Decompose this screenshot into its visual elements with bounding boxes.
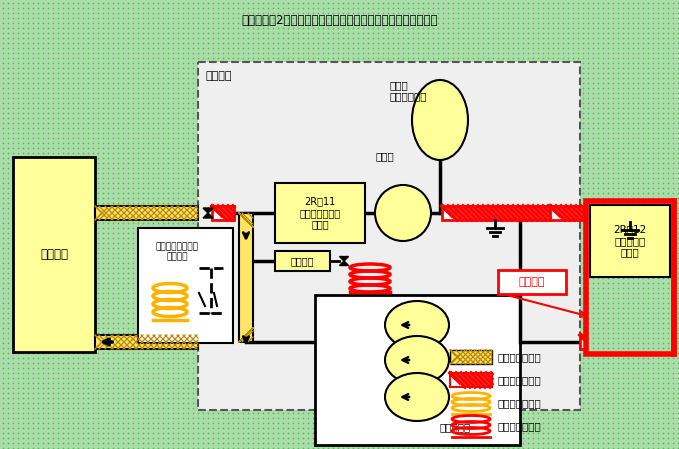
- Ellipse shape: [385, 301, 449, 349]
- Bar: [450, 373, 492, 387]
- Bar: [13, 157, 95, 352]
- Polygon shape: [203, 208, 213, 213]
- Text: サンプラ: サンプラ: [206, 71, 232, 81]
- Bar: [212, 206, 234, 220]
- Bar: [580, 335, 586, 349]
- Bar: [590, 205, 670, 277]
- Bar: [198, 62, 580, 410]
- Bar: [275, 183, 365, 243]
- Bar: [450, 350, 492, 364]
- Bar: [442, 206, 550, 220]
- Text: 格納容器: 格納容器: [40, 248, 68, 261]
- Text: 2R－12
ガスモニタ
検出器: 2R－12 ガスモニタ 検出器: [613, 224, 646, 258]
- Text: 既設ヒータ範囲: 既設ヒータ範囲: [498, 375, 542, 385]
- Bar: [550, 206, 586, 220]
- Ellipse shape: [375, 185, 431, 241]
- Bar: [315, 295, 520, 445]
- Text: フィルタ: フィルタ: [291, 256, 314, 266]
- Bar: [239, 213, 253, 342]
- Bar: [586, 201, 674, 354]
- Bar: [138, 228, 233, 343]
- Text: 当該箇所: 当該箇所: [519, 277, 545, 287]
- Text: 新設盤内ヒータ: 新設盤内ヒータ: [498, 398, 542, 408]
- Text: 伊方発電所2号機　格納容器じんあい・ガスモニタ概略系統図: 伊方発電所2号機 格納容器じんあい・ガスモニタ概略系統図: [242, 14, 438, 27]
- Ellipse shape: [385, 373, 449, 421]
- Text: 2R－11
じんあいモニタ
検出器: 2R－11 じんあいモニタ 検出器: [299, 196, 341, 229]
- Polygon shape: [203, 213, 213, 218]
- Text: 既設盤内ヒータ: 既設盤内ヒータ: [498, 421, 542, 431]
- Text: ヨウ素トリチウム
サンプラ: ヨウ素トリチウム サンプラ: [156, 242, 199, 261]
- Bar: [498, 270, 566, 294]
- Ellipse shape: [385, 336, 449, 384]
- Bar: [275, 251, 330, 271]
- Text: 新設ヒータ範囲: 新設ヒータ範囲: [498, 352, 542, 362]
- Text: 真空計
真空スイッチ: 真空計 真空スイッチ: [390, 80, 428, 101]
- Bar: [95, 335, 198, 349]
- Bar: [95, 206, 198, 220]
- Text: 真空ポンプ: 真空ポンプ: [439, 422, 471, 432]
- Polygon shape: [340, 256, 348, 261]
- Polygon shape: [340, 261, 348, 265]
- Text: 流量計: 流量計: [375, 151, 394, 161]
- Ellipse shape: [412, 80, 468, 160]
